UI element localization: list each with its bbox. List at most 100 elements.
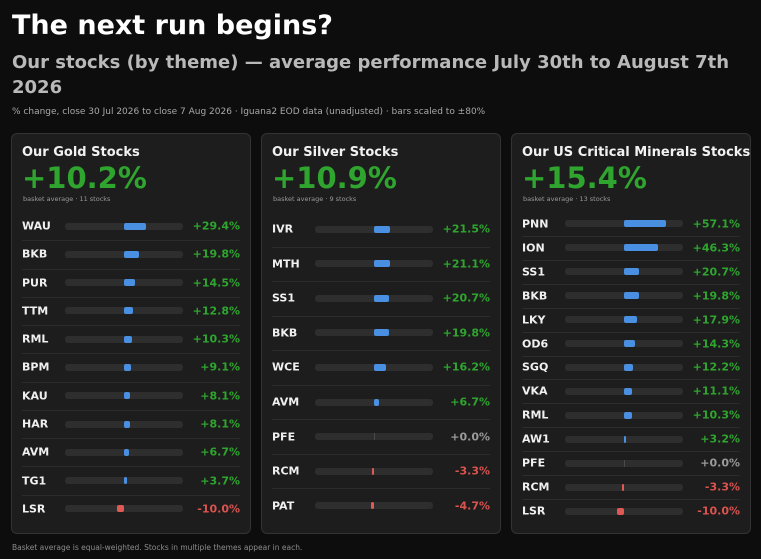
bar <box>374 363 386 371</box>
ticker-label: IVR <box>272 222 294 236</box>
bar <box>621 483 624 491</box>
zero-marker <box>374 433 375 441</box>
bar-row: PAT -4.7% <box>272 488 490 523</box>
bar-track <box>315 329 433 337</box>
bar-row: TG1 +3.7% <box>22 466 240 496</box>
ticker-label: BKB <box>272 326 298 340</box>
value-label: +3.7% <box>200 474 240 488</box>
bar-track <box>65 250 183 258</box>
ticker-label: BKB <box>522 289 548 303</box>
value-label: +14.5% <box>192 276 240 290</box>
method-note: % change, close 30 Jul 2026 to close 7 A… <box>12 107 486 117</box>
page-title: The next run begins? <box>12 10 333 41</box>
bar <box>371 467 374 475</box>
bar <box>624 268 640 276</box>
ticker-label: WAU <box>22 219 51 233</box>
bar-row: BKB +19.8% <box>522 284 740 309</box>
ticker-label: LSR <box>522 504 546 518</box>
bar <box>616 507 624 515</box>
bar-row: RML +10.3% <box>522 403 740 429</box>
value-label: +20.7% <box>442 291 490 305</box>
bar-track <box>65 363 183 371</box>
bar-row: AVM +6.7% <box>22 438 240 468</box>
bar <box>624 244 659 252</box>
ticker-label: ION <box>522 241 545 255</box>
bar-track <box>65 448 183 456</box>
ticker-label: BKB <box>22 247 48 261</box>
bar-row: BPM +9.1% <box>22 353 240 383</box>
ticker-label: AW1 <box>522 432 550 446</box>
zero-marker <box>624 459 625 467</box>
bar-row: OD6 +14.3% <box>522 332 740 357</box>
bar-track <box>565 292 683 300</box>
ticker-label: RCM <box>272 464 300 478</box>
bar-row: SS1 +20.7% <box>522 260 740 285</box>
bar <box>124 279 135 287</box>
ticker-label: SS1 <box>522 265 546 279</box>
bar <box>624 316 638 324</box>
bar-track <box>315 433 433 441</box>
bar <box>124 307 134 315</box>
value-label: +10.3% <box>692 408 740 422</box>
bar-row: TTM +12.8% <box>22 297 240 327</box>
bar <box>124 448 129 456</box>
panel-title: Our Gold Stocks <box>22 145 140 160</box>
bar <box>124 335 132 343</box>
bar-track <box>315 294 433 302</box>
bar <box>374 260 390 268</box>
bar-track <box>315 502 433 510</box>
bar-track <box>65 222 183 230</box>
value-label: -10.0% <box>697 504 740 518</box>
bar-track <box>65 335 183 343</box>
bar-track <box>315 398 433 406</box>
bar-row: PFE +0.0% <box>272 419 490 455</box>
bar <box>124 222 146 230</box>
bar-track <box>315 363 433 371</box>
bar-track <box>565 316 683 324</box>
bar-track <box>565 268 683 276</box>
value-label: +16.2% <box>442 360 490 374</box>
bar-track <box>65 505 183 513</box>
ticker-label: PFE <box>522 456 546 470</box>
bar-track <box>565 411 683 419</box>
bar-track <box>565 220 683 228</box>
page-subtitle: Our stocks (by theme) — average performa… <box>12 52 730 98</box>
bar-row: LSR -10.0% <box>22 495 240 523</box>
bar-row: WAU +29.4% <box>22 212 240 242</box>
bar <box>624 435 627 443</box>
value-label: +12.8% <box>192 304 240 318</box>
bar-track <box>565 244 683 252</box>
panel-silver-stocks: Our Silver Stocks +10.9% basket average … <box>261 133 501 534</box>
bar-track <box>565 507 683 515</box>
bar-track <box>315 467 433 475</box>
bar <box>374 225 390 233</box>
bar-row: LSR -10.0% <box>522 499 740 523</box>
value-label: +6.7% <box>200 445 240 459</box>
bar-track <box>65 392 183 400</box>
bar-row: RCM -3.3% <box>522 475 740 501</box>
ticker-label: RML <box>22 332 49 346</box>
bar-row: IVR +21.5% <box>272 212 490 248</box>
bar-row: BKB +19.8% <box>272 316 490 352</box>
value-label: +14.3% <box>692 337 740 351</box>
value-label: +12.2% <box>692 360 740 374</box>
bar-row: LKY +17.9% <box>522 308 740 333</box>
bar <box>374 294 390 302</box>
bar <box>116 505 124 513</box>
bar-row: VKA +11.1% <box>522 379 740 405</box>
ticker-label: PFE <box>272 430 296 444</box>
basket-meta: basket average · 9 stocks <box>273 195 357 203</box>
bar <box>124 420 130 428</box>
bar-track <box>565 483 683 491</box>
value-label: +11.1% <box>692 384 740 398</box>
value-label: +46.3% <box>692 241 740 255</box>
ticker-label: MTH <box>272 257 300 271</box>
value-label: +9.1% <box>200 360 240 374</box>
basket-meta: basket average · 11 stocks <box>23 195 111 203</box>
ticker-label: VKA <box>522 384 548 398</box>
value-label: +19.8% <box>692 289 740 303</box>
bar-row: ION +46.3% <box>522 236 740 261</box>
bar-row: RCM -3.3% <box>272 454 490 490</box>
bar-track <box>65 477 183 485</box>
value-label: +0.0% <box>450 430 490 444</box>
